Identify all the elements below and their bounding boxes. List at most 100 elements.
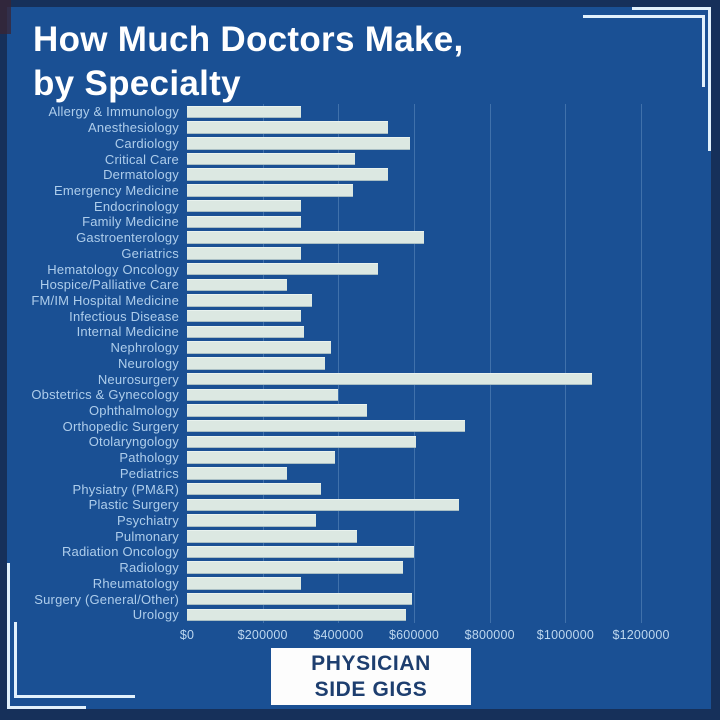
category-label: Pediatrics	[119, 465, 179, 481]
bar-row: Emergency Medicine	[8, 183, 660, 199]
category-label: Allergy & Immunology	[48, 104, 179, 120]
bar-track	[187, 434, 660, 450]
gridline	[489, 104, 491, 623]
category-label: Anesthesiology	[88, 120, 179, 136]
bar-row: Psychiatry	[8, 513, 660, 529]
bar-track	[187, 230, 660, 246]
gridline	[414, 104, 416, 623]
x-axis-tick-label: $200000	[237, 628, 288, 642]
bar-row: Radiology	[8, 560, 660, 576]
gridline	[338, 104, 340, 623]
x-axis-tick-label: $1200000	[612, 628, 670, 642]
bar-chart: Allergy & Immunology Anesthesiology Cardio…	[8, 104, 669, 642]
category-label: Surgery (General/Other)	[34, 591, 179, 607]
category-label: Ophthalmology	[88, 403, 179, 419]
bar	[187, 247, 301, 260]
category-label: Rheumatology	[92, 575, 179, 591]
bar-row: Obstetrics & Gynecology	[8, 387, 660, 403]
bar	[187, 341, 331, 354]
bar-track	[187, 151, 660, 167]
bar-track	[187, 356, 660, 372]
bar	[187, 514, 316, 527]
bar-row: Internal Medicine	[8, 324, 660, 340]
frame-edge-bottom	[0, 709, 720, 720]
bar-track	[187, 528, 660, 544]
bar	[187, 592, 413, 606]
bar-row: Infectious Disease	[8, 308, 660, 324]
category-label: Neurology	[117, 355, 179, 371]
bar-track	[187, 277, 660, 293]
category-label: Gastroenterology	[76, 230, 179, 246]
bar-track	[187, 261, 660, 277]
category-label: Otolaryngology	[88, 434, 179, 450]
bar-row: Radiation Oncology	[8, 544, 660, 560]
bar	[187, 419, 466, 433]
page-title: How Much Doctors Make, by Specialty	[33, 18, 464, 106]
bar	[187, 482, 322, 496]
bar	[187, 231, 424, 244]
bar-row: Otolaryngology	[8, 434, 660, 450]
category-label: Pathology	[119, 450, 179, 466]
category-label: Plastic Surgery	[88, 497, 179, 513]
bar	[187, 137, 411, 150]
bar-row: Critical Care	[8, 151, 660, 167]
bar-track	[187, 183, 660, 199]
bar	[187, 184, 354, 197]
bar	[187, 121, 388, 134]
bar-track	[187, 544, 660, 560]
bar-row: Pulmonary	[8, 528, 660, 544]
frame-edge-top	[0, 0, 720, 7]
bar-track	[187, 576, 660, 592]
bar	[187, 467, 288, 480]
bar-row: Family Medicine	[8, 214, 660, 230]
category-label: Pulmonary	[115, 528, 179, 544]
bar-track	[187, 167, 660, 183]
bar	[187, 498, 460, 512]
bar-row: Urology	[8, 607, 660, 623]
corner-bracket-bottom-left-outer-icon	[7, 563, 86, 709]
x-axis-tick-label: $800000	[464, 628, 515, 642]
brand-badge-line1: PHYSICIAN	[311, 651, 431, 675]
bar-track	[187, 293, 660, 309]
frame-edge-left	[0, 0, 7, 720]
category-label: Psychiatry	[117, 513, 179, 529]
bar-row: Hospice/Palliative Care	[8, 277, 660, 293]
bar-track	[187, 403, 660, 419]
bar-row: Dermatology	[8, 167, 660, 183]
bar	[187, 451, 335, 464]
bar-track	[187, 513, 660, 529]
bar-row: Hematology Oncology	[8, 261, 660, 277]
page-title-line1: How Much Doctors Make,	[33, 20, 464, 59]
x-axis-tick-label: $400000	[313, 628, 364, 642]
bar-track	[187, 607, 660, 623]
page-title-line2: by Specialty	[33, 64, 241, 104]
bar-track	[187, 324, 660, 340]
category-label: Obstetrics & Gynecology	[31, 387, 179, 403]
category-label: Physiatry (PM&R)	[72, 481, 179, 497]
category-label: Orthopedic Surgery	[62, 418, 179, 434]
bar	[187, 309, 301, 323]
x-axis-tick-label: $600000	[388, 628, 440, 642]
category-label: Infectious Disease	[69, 308, 179, 324]
bar-row: Pediatrics	[8, 466, 660, 482]
bar-row: Surgery (General/Other)	[8, 591, 660, 607]
bar	[187, 561, 403, 574]
category-label: Radiology	[119, 560, 179, 576]
bar-track	[187, 214, 660, 230]
bar-track	[187, 120, 660, 136]
bar-row: Pathology	[8, 450, 660, 466]
category-label: Emergency Medicine	[54, 182, 179, 198]
bar	[187, 577, 301, 590]
bar-track	[187, 198, 660, 214]
brand-badge-line2: SIDE GIGS	[314, 677, 428, 701]
bar-row: Neurology	[8, 356, 660, 372]
bar	[187, 388, 339, 402]
bar	[187, 105, 301, 119]
bar-track	[187, 245, 660, 261]
bar-track	[187, 497, 660, 513]
x-axis-tick-label: $1000000	[536, 628, 594, 642]
corner-bracket-bottom-left-inner-icon	[14, 622, 135, 698]
bar-row: FM/IM Hospital Medicine	[8, 293, 660, 309]
chart-rows: Allergy & Immunology Anesthesiology Cardio…	[8, 104, 660, 623]
bar-row: Neurosurgery	[8, 371, 660, 387]
